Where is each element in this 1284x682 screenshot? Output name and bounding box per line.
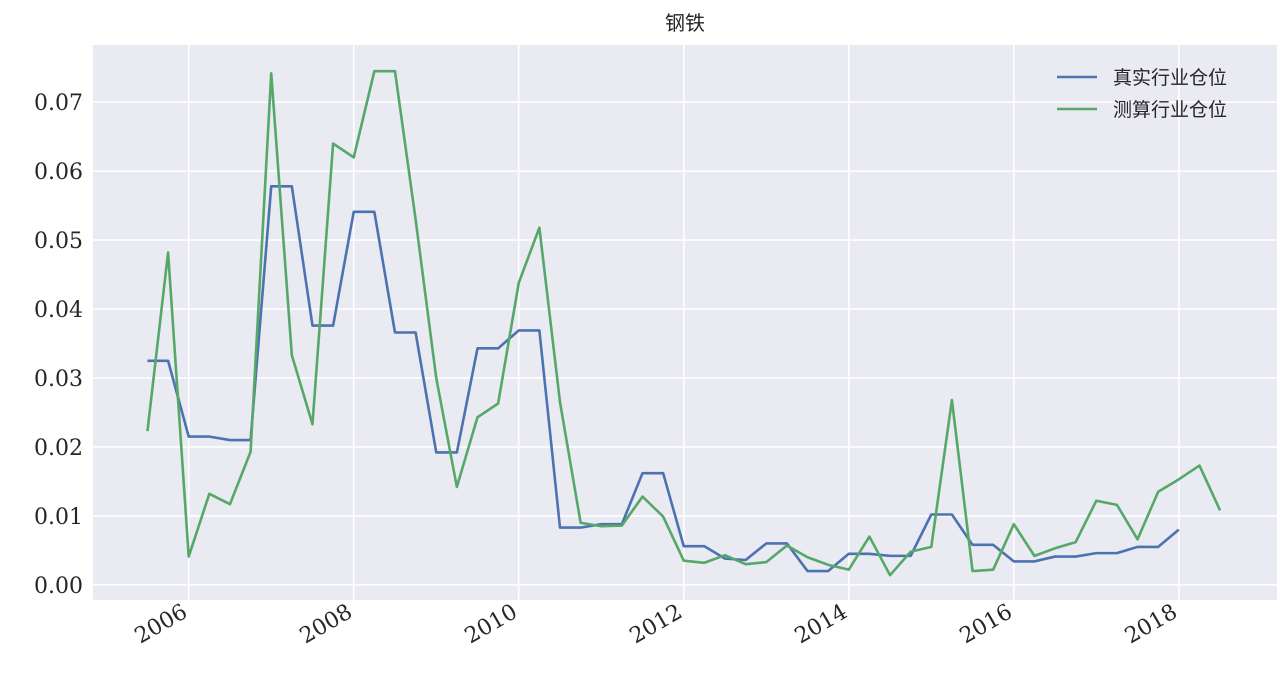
x-tick-label: 2012	[626, 600, 687, 650]
y-tick-label: 0.07	[34, 91, 83, 116]
y-tick-label: 0.06	[34, 160, 83, 185]
series-line	[146, 69, 1222, 577]
plot-area	[93, 45, 1277, 600]
legend-label: 测算行业仓位	[1113, 99, 1227, 121]
y-tick-label: 0.05	[34, 229, 83, 254]
chart-title: 钢铁	[665, 11, 705, 35]
x-tick-label: 2006	[131, 600, 192, 650]
x-tick-label: 2016	[956, 600, 1017, 650]
x-tick-label: 2010	[461, 600, 522, 650]
x-tick-label: 2014	[791, 600, 852, 650]
y-tick-label: 0.04	[34, 298, 83, 323]
legend-label: 真实行业仓位	[1113, 67, 1227, 89]
y-tick-label: 0.02	[34, 436, 83, 461]
y-tick-label: 0.03	[34, 367, 83, 392]
y-tick-label: 0.01	[34, 505, 83, 530]
x-tick-label: 2008	[296, 600, 357, 650]
y-tick-label: 0.00	[34, 574, 83, 599]
x-tick-label: 2018	[1121, 600, 1182, 650]
